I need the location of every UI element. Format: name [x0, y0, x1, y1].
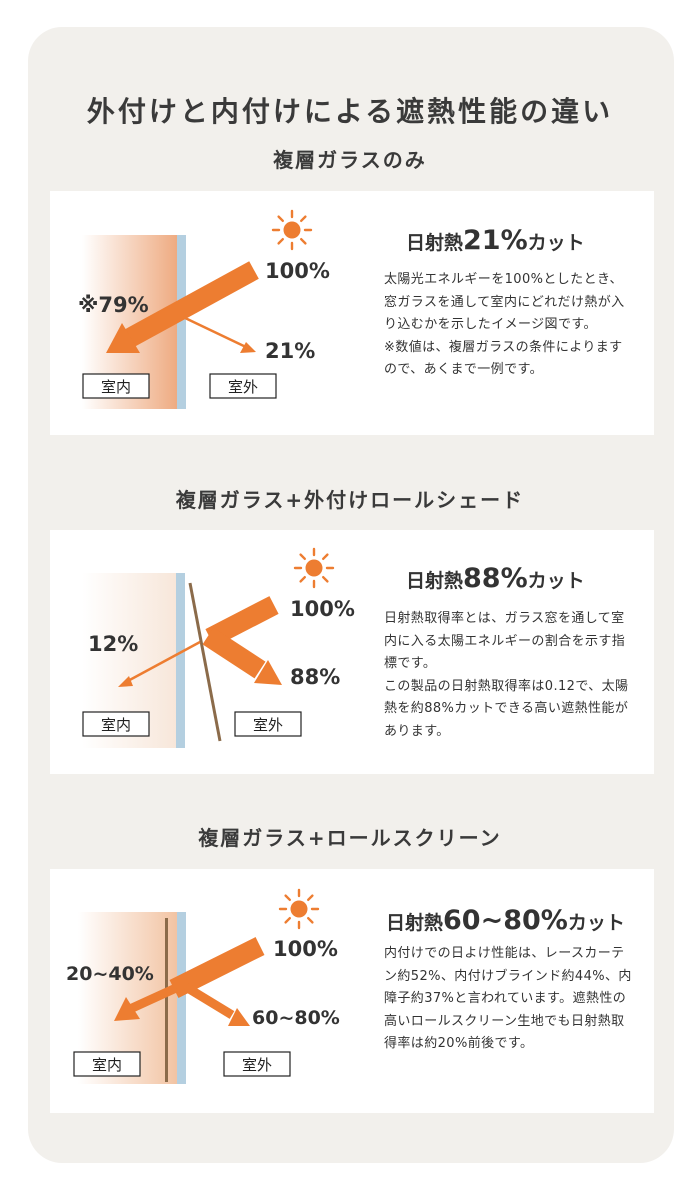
indoor-label-box [82, 373, 150, 399]
heading-value: 21% [463, 225, 528, 256]
inside-percent: ※79% [78, 293, 149, 317]
inner-roll-screen [165, 918, 168, 1082]
description-text: 内付けでの日よけ性能は、レースカーテン約52%、内付けブラインド約44%、内障子… [384, 946, 632, 1051]
description-note: この製品の日射熱取得率は0.12で、太陽熱を約88%カットできる高い遮熱性能があ… [384, 678, 629, 739]
transmitted-arrow [118, 640, 201, 687]
outgoing-percent: 88% [290, 665, 340, 689]
page-title: 外付けと内付けによる遮熱性能の違い [86, 95, 614, 128]
description-3: 内付けでの日よけ性能は、レースカーテン約52%、内付けブラインド約44%、内障子… [384, 943, 634, 1056]
outdoor-label-box [223, 1051, 291, 1077]
heading-prefix: 日射熱 [406, 232, 464, 254]
cut-heading-3: 日射熱60~80%カット [386, 905, 625, 936]
indoor-label-box [73, 1051, 141, 1077]
cut-heading-2: 日射熱88%カット [406, 563, 585, 594]
indoor-label-box [82, 711, 150, 737]
sun-icon [293, 547, 335, 589]
sun-icon [271, 209, 313, 251]
description-text: 太陽光エネルギーを100%としたとき、窓ガラスを通して室内にどれだけ熱が入り込む… [384, 272, 625, 332]
heading-suffix: カット [567, 912, 625, 934]
diagram-3: 100% 60~80% 20~40% 室内 室外 [66, 888, 340, 1084]
arrow-icon [114, 937, 265, 1021]
heading-suffix: カット [527, 570, 585, 592]
outgoing-percent: 21% [265, 339, 315, 363]
heading-prefix: 日射熱 [406, 570, 464, 592]
section-title-1: 複層ガラスのみ [273, 148, 427, 172]
indoor-label: 室内 [101, 378, 131, 396]
outgoing-percent: 60~80% [252, 1007, 340, 1029]
outdoor-label: 室外 [228, 378, 258, 396]
inside-percent: 20~40% [66, 963, 154, 985]
sun-icon [278, 888, 320, 930]
heading-prefix: 日射熱 [386, 912, 444, 934]
reflected-arrow [182, 315, 256, 353]
outer-roll-shade [188, 582, 222, 742]
diagram-2: 100% 88% 12% 室内 室外 [82, 547, 355, 748]
panel-3: 100% 60~80% 20~40% 室内 室外 日射熱60~80%カット 内付… [50, 869, 654, 1113]
incoming-percent: 100% [290, 597, 355, 621]
description-text: 日射熱取得率とは、ガラス窓を通して室内に入る太陽エネルギーの割合を示す指標です。 [384, 611, 626, 671]
section-title-3: 複層ガラス+ロールスクリーン [198, 826, 502, 850]
glass-pane [177, 912, 186, 1084]
description-1: 太陽光エネルギーを100%としたとき、窓ガラスを通して室内にどれだけ熱が入り込む… [384, 269, 634, 382]
indoor-label: 室内 [101, 716, 131, 734]
description-note: ※数値は、複層ガラスの条件によりますので、あくまで一例です。 [384, 339, 623, 378]
outdoor-label: 室外 [253, 716, 283, 734]
panel-1: 100% 21% ※79% 室内 室外 日射熱21%カット 太陽光エネルギーを1… [50, 191, 654, 435]
cut-heading-1: 日射熱21%カット [406, 225, 585, 256]
inside-percent: 12% [88, 632, 138, 656]
diagram-1: 100% 21% ※79% 室内 室外 [78, 209, 330, 409]
description-2: 日射熱取得率とは、ガラス窓を通して室内に入る太陽エネルギーの割合を示す指標です。… [384, 608, 634, 743]
incoming-percent: 100% [265, 259, 330, 283]
arrow-icon [106, 261, 259, 353]
indoor-label: 室内 [92, 1056, 122, 1074]
arrow-icon [202, 596, 282, 685]
panel-2: 100% 88% 12% 室内 室外 日射熱88%カット 日射熱取得率とは、ガラ… [50, 530, 654, 774]
heading-value: 60~80% [443, 905, 568, 936]
heading-value: 88% [463, 563, 528, 594]
outdoor-label-box [209, 373, 277, 399]
heading-suffix: カット [527, 232, 585, 254]
glass-pane [176, 573, 185, 748]
glass-pane [177, 235, 186, 409]
incoming-percent: 100% [273, 937, 338, 961]
outdoor-label: 室外 [242, 1056, 272, 1074]
section-title-2: 複層ガラス+外付けロールシェード [175, 488, 525, 512]
reflected-arrow [183, 983, 250, 1026]
outdoor-label-box [234, 711, 302, 737]
